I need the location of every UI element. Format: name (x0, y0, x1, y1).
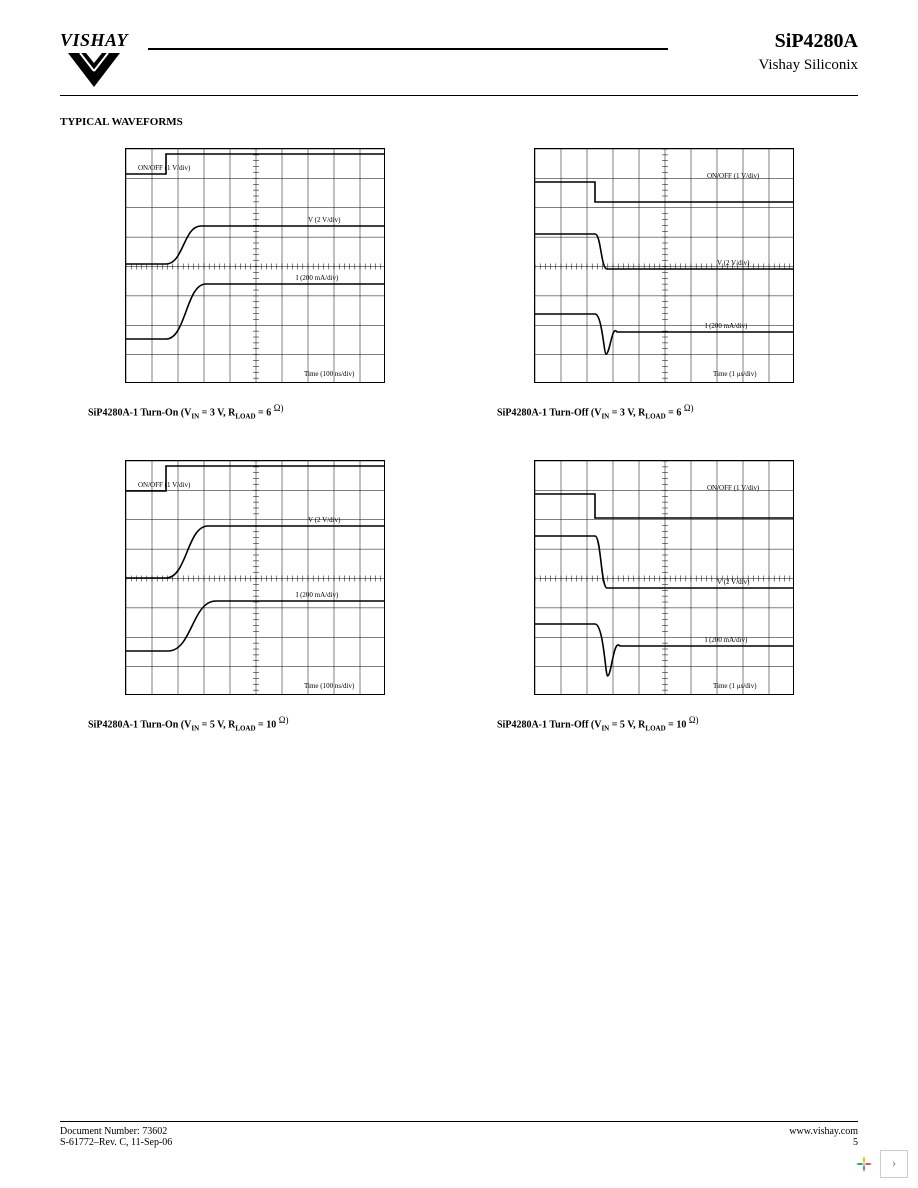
oscilloscope-plot: ON/OFF (1 V/div) V (2 V/div) I (200 mA/div… (534, 460, 794, 695)
footer-url: www.vishay.com (789, 1126, 858, 1137)
svg-text:I (200 mA/div): I (200 mA/div) (296, 591, 339, 599)
doc-number: Document Number: 73602 (60, 1126, 172, 1137)
waveform-cell: ON/OFF (1 V/div) V (2 V/div) I (200 mA/div… (489, 460, 838, 732)
svg-text:I (200 mA/div): I (200 mA/div) (705, 322, 748, 330)
svg-text:Time (100 ns/div): Time (100 ns/div) (304, 682, 355, 690)
waveform-grid: ON/OFF (1 V/div) V (2 V/div) I (200 mA/div… (60, 148, 858, 733)
logo-text: VISHAY (60, 30, 128, 51)
logo-triangle-icon (64, 51, 124, 91)
svg-text:Time (1 μs/div): Time (1 μs/div) (713, 682, 757, 690)
chevron-right-icon: › (892, 1156, 897, 1172)
svg-text:ON/OFF (1 V/div): ON/OFF (1 V/div) (138, 481, 191, 489)
waveform-cell: ON/OFF (1 V/div) V (2 V/div) I (200 mA/div… (80, 460, 429, 732)
oscilloscope-plot: ON/OFF (1 V/div) V (2 V/div) I (200 mA/div… (534, 148, 794, 383)
pdf-nav-widget: › (848, 1146, 912, 1182)
section-title: TYPICAL WAVEFORMS (60, 116, 858, 128)
waveform-caption: SiP4280A-1 Turn-On (VIN = 3 V, RLOAD = 6… (80, 403, 283, 420)
part-number: SiP4280A (678, 30, 858, 53)
manufacturer-subtitle: Vishay Siliconix (678, 57, 858, 74)
page-footer: Document Number: 73602 S-61772–Rev. C, 1… (60, 1121, 858, 1148)
svg-text:I (200 mA/div): I (200 mA/div) (296, 274, 339, 282)
next-page-button[interactable]: › (880, 1150, 908, 1178)
datasheet-page: VISHAY SiP4280A Vishay Siliconix TYPICAL… (0, 0, 918, 1188)
vishay-logo: VISHAY (60, 30, 128, 91)
oscilloscope-plot: ON/OFF (1 V/div) V (2 V/div) I (200 mA/div… (125, 460, 385, 695)
waveform-cell: ON/OFF (1 V/div) V (2 V/div) I (200 mA/div… (80, 148, 429, 420)
oscilloscope-plot: ON/OFF (1 V/div) V (2 V/div) I (200 mA/div… (125, 148, 385, 383)
viewer-logo-icon (852, 1152, 876, 1176)
waveform-caption: SiP4280A-1 Turn-Off (VIN = 3 V, RLOAD = … (489, 403, 694, 420)
waveform-caption: SiP4280A-1 Turn-Off (VIN = 5 V, RLOAD = … (489, 715, 699, 732)
svg-text:V (2 V/div): V (2 V/div) (308, 216, 341, 224)
svg-text:ON/OFF (1 V/div): ON/OFF (1 V/div) (138, 164, 191, 172)
waveform-cell: ON/OFF (1 V/div) V (2 V/div) I (200 mA/div… (489, 148, 838, 420)
header-rule (148, 48, 668, 50)
svg-text:I (200 mA/div): I (200 mA/div) (705, 636, 748, 644)
svg-text:Time (1 μs/div): Time (1 μs/div) (713, 370, 757, 378)
svg-text:ON/OFF (1 V/div): ON/OFF (1 V/div) (707, 172, 760, 180)
svg-text:ON/OFF (1 V/div): ON/OFF (1 V/div) (707, 484, 760, 492)
svg-text:Time (100 ns/div): Time (100 ns/div) (304, 370, 355, 378)
waveform-caption: SiP4280A-1 Turn-On (VIN = 5 V, RLOAD = 1… (80, 715, 288, 732)
svg-text:V (2 V/div): V (2 V/div) (308, 516, 341, 524)
revision: S-61772–Rev. C, 11-Sep-06 (60, 1137, 172, 1148)
header-right: SiP4280A Vishay Siliconix (678, 30, 858, 74)
footer-right: www.vishay.com 5 (789, 1126, 858, 1148)
page-header: VISHAY SiP4280A Vishay Siliconix (60, 30, 858, 96)
footer-left: Document Number: 73602 S-61772–Rev. C, 1… (60, 1126, 172, 1148)
svg-text:V (2 V/div): V (2 V/div) (717, 578, 750, 586)
svg-text:V (2 V/div): V (2 V/div) (717, 259, 750, 267)
